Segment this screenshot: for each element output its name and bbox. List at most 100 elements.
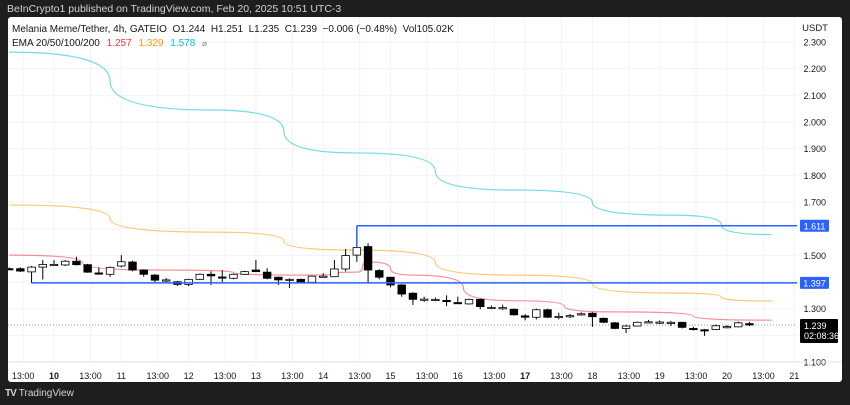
candle [94,267,104,275]
candle-body [61,260,70,266]
symbol-name[interactable]: Melania Meme/Tether, 4h, GATEIO [12,24,167,35]
time-tick-label: 13:00 [79,371,102,381]
candle-body [83,264,92,273]
candle [251,259,261,273]
candle [307,275,317,283]
price-tick-label: 1.100 [803,358,826,368]
candle-body [498,307,507,310]
price-tick-label: 1.900 [803,144,826,154]
candle [476,298,485,310]
candle-body [520,315,530,318]
candle [408,292,418,305]
price-tick-label: 1.700 [803,198,826,208]
current-price-label: 1.239 [804,321,827,331]
candle [139,269,148,277]
candle [195,273,205,280]
time-tick-label: 11 [117,371,126,381]
candle [105,266,115,277]
candle [49,260,59,267]
candle [711,324,720,331]
candle [341,248,350,272]
time-tick-label: 13:00 [416,371,439,381]
candle-body [150,274,160,281]
time-tick-label: 13:00 [281,371,304,381]
candle-body [229,273,238,279]
candle [543,308,552,319]
candle-body [375,270,384,278]
candle [520,314,530,321]
candle [621,324,631,333]
candle-body [206,273,216,277]
time-tick-label: 12 [184,371,194,381]
ema-value-3: 1.578 [170,38,196,49]
price-tick-label: 2.000 [803,118,826,128]
ema-line-2 [9,204,772,302]
candle-body [431,298,440,301]
candle-body [8,268,14,271]
tradingview-logo: TV TradingView [5,388,74,399]
candle [38,260,47,280]
candle [150,274,160,283]
candle-body [621,325,631,329]
price-tick-label: 2.100 [803,91,826,101]
candle [565,314,575,319]
candle-body [251,269,261,273]
candle [599,317,608,324]
candlestick-chart[interactable]: 1.611 1.397 2.300 2.200 2.100 2.000 1.900 1.800… [8,17,842,382]
level-price-label: 1.397 [803,278,826,288]
price-label-box [800,276,829,289]
time-tick-label: 16 [453,371,463,381]
candle-body [307,275,317,283]
chart-panel[interactable]: 1.611 1.397 2.300 2.200 2.100 2.000 1.900 1.800… [8,17,842,382]
candle-body [711,325,720,330]
candle-body [588,312,597,318]
candle [386,276,395,288]
level-price-label: 1.611 [804,221,826,231]
candle [375,269,384,280]
candle [274,276,283,285]
candle-body [599,317,608,323]
candle [218,270,227,283]
candle [677,321,687,329]
current-price-box [800,318,838,343]
candle [318,273,328,278]
candle-body [644,321,653,324]
publisher-line: BeInCrypto1 published on TradingView.com… [7,3,342,15]
time-tick-label: 13:00 [483,371,506,381]
candle-body [543,309,552,318]
time-tick-label: 13:00 [12,371,35,381]
candle [330,259,339,278]
candle-body [408,292,418,300]
time-tick-label: 20 [722,371,732,381]
candle [442,295,451,307]
ema-line-3 [9,51,772,236]
candle [644,319,653,324]
ema-value-2: 1.329 [138,38,164,49]
candle-body [419,298,429,301]
eye-off-icon[interactable]: ⌀ [202,39,207,48]
time-tick-label: 19 [655,371,665,381]
candle [240,270,249,275]
candle-body [72,260,81,266]
candle [700,328,709,336]
candle-body [722,326,732,329]
candle [397,284,406,297]
candle-body [689,328,698,331]
candle-body [397,284,406,295]
candle-body [363,246,373,271]
candle [487,305,496,310]
candle-body [117,261,126,267]
candle-body [509,308,519,316]
price-tick-label: 1.500 [803,251,826,261]
candle-body [554,316,563,319]
ema-legend[interactable]: EMA 20/50/100/200 1.257 1.329 1.578 ⌀ [12,38,211,49]
candle-body [240,271,249,275]
candle-body [94,272,104,275]
candle [72,256,81,266]
candle [610,322,620,330]
candle [689,326,698,331]
time-tick-label: 13 [251,371,261,381]
time-tick-label: 13:00 [214,371,237,381]
candle-body [476,298,485,307]
candle-body [610,322,620,329]
